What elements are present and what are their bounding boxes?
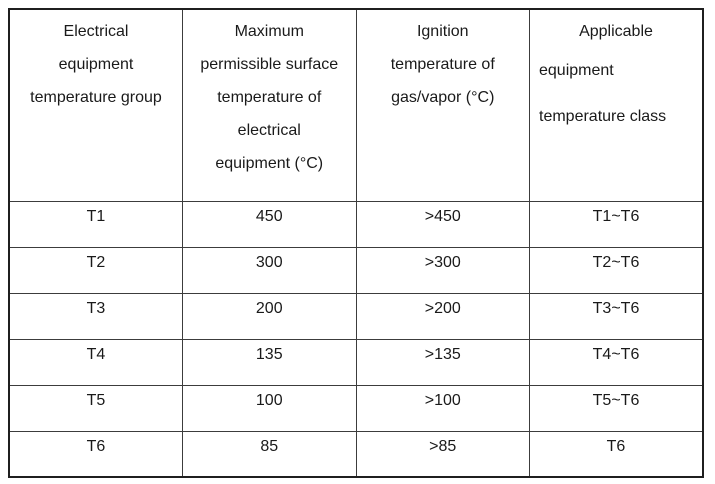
header-line: equipment (°C) — [215, 155, 324, 172]
header-line: Applicable — [579, 23, 653, 40]
cell-ignition-temp: >200 — [355, 292, 530, 340]
table-row: T6 85 >85 T6 — [8, 430, 704, 478]
table-row: T4 135 >135 T4~T6 — [8, 338, 704, 386]
header-line: temperature of — [390, 56, 495, 73]
header-line: equipment — [539, 62, 614, 79]
cell-max-surface-temp: 85 — [182, 430, 357, 478]
cell-max-surface-temp: 450 — [182, 200, 357, 248]
header-line: Ignition — [416, 23, 469, 40]
temperature-class-table: Electrical equipment temperature group M… — [8, 8, 704, 478]
header-cell-ignition-temperature: Ignition temperature of gas/vapor (°C) — [355, 8, 530, 202]
header-cell-max-surface-temperature: Maximum permissible surface temperature … — [182, 8, 357, 202]
header-cell-equipment-temperature-group: Electrical equipment temperature group — [8, 8, 183, 202]
cell-max-surface-temp: 100 — [182, 384, 357, 432]
cell-group: T5 — [8, 384, 183, 432]
cell-applicable-class: T6 — [529, 430, 704, 478]
header-line: permissible surface — [200, 56, 339, 73]
cell-ignition-temp: >450 — [355, 200, 530, 248]
cell-applicable-class: T5~T6 — [529, 384, 704, 432]
header-line: equipment — [58, 56, 134, 73]
table-row: T3 200 >200 T3~T6 — [8, 292, 704, 340]
cell-applicable-class: T4~T6 — [529, 338, 704, 386]
cell-group: T2 — [8, 246, 183, 294]
cell-max-surface-temp: 200 — [182, 292, 357, 340]
cell-max-surface-temp: 300 — [182, 246, 357, 294]
header-line: temperature group — [30, 89, 162, 106]
table-row: T1 450 >450 T1~T6 — [8, 200, 704, 248]
header-line: temperature class — [539, 108, 667, 125]
header-line: Electrical — [63, 23, 129, 40]
table-row: T5 100 >100 T5~T6 — [8, 384, 704, 432]
table-header: Electrical equipment temperature group M… — [8, 8, 704, 202]
cell-applicable-class: T3~T6 — [529, 292, 704, 340]
cell-ignition-temp: >85 — [355, 430, 530, 478]
cell-group: T6 — [8, 430, 183, 478]
cell-group: T3 — [8, 292, 183, 340]
cell-applicable-class: T1~T6 — [529, 200, 704, 248]
cell-ignition-temp: >100 — [355, 384, 530, 432]
header-line: electrical — [237, 122, 301, 139]
header-cell-applicable-temperature-class: Applicable equipment temperature class — [529, 8, 704, 202]
header-line: Maximum — [234, 23, 304, 40]
table-row: T2 300 >300 T2~T6 — [8, 246, 704, 294]
cell-group: T1 — [8, 200, 183, 248]
header-row: Electrical equipment temperature group M… — [8, 8, 704, 202]
cell-group: T4 — [8, 338, 183, 386]
header-line: temperature of — [217, 89, 322, 106]
cell-ignition-temp: >300 — [355, 246, 530, 294]
cell-applicable-class: T2~T6 — [529, 246, 704, 294]
header-line: gas/vapor (°C) — [391, 89, 495, 106]
table-body: T1 450 >450 T1~T6 T2 300 >300 T2~T6 T3 2… — [8, 200, 704, 478]
cell-max-surface-temp: 135 — [182, 338, 357, 386]
cell-ignition-temp: >135 — [355, 338, 530, 386]
